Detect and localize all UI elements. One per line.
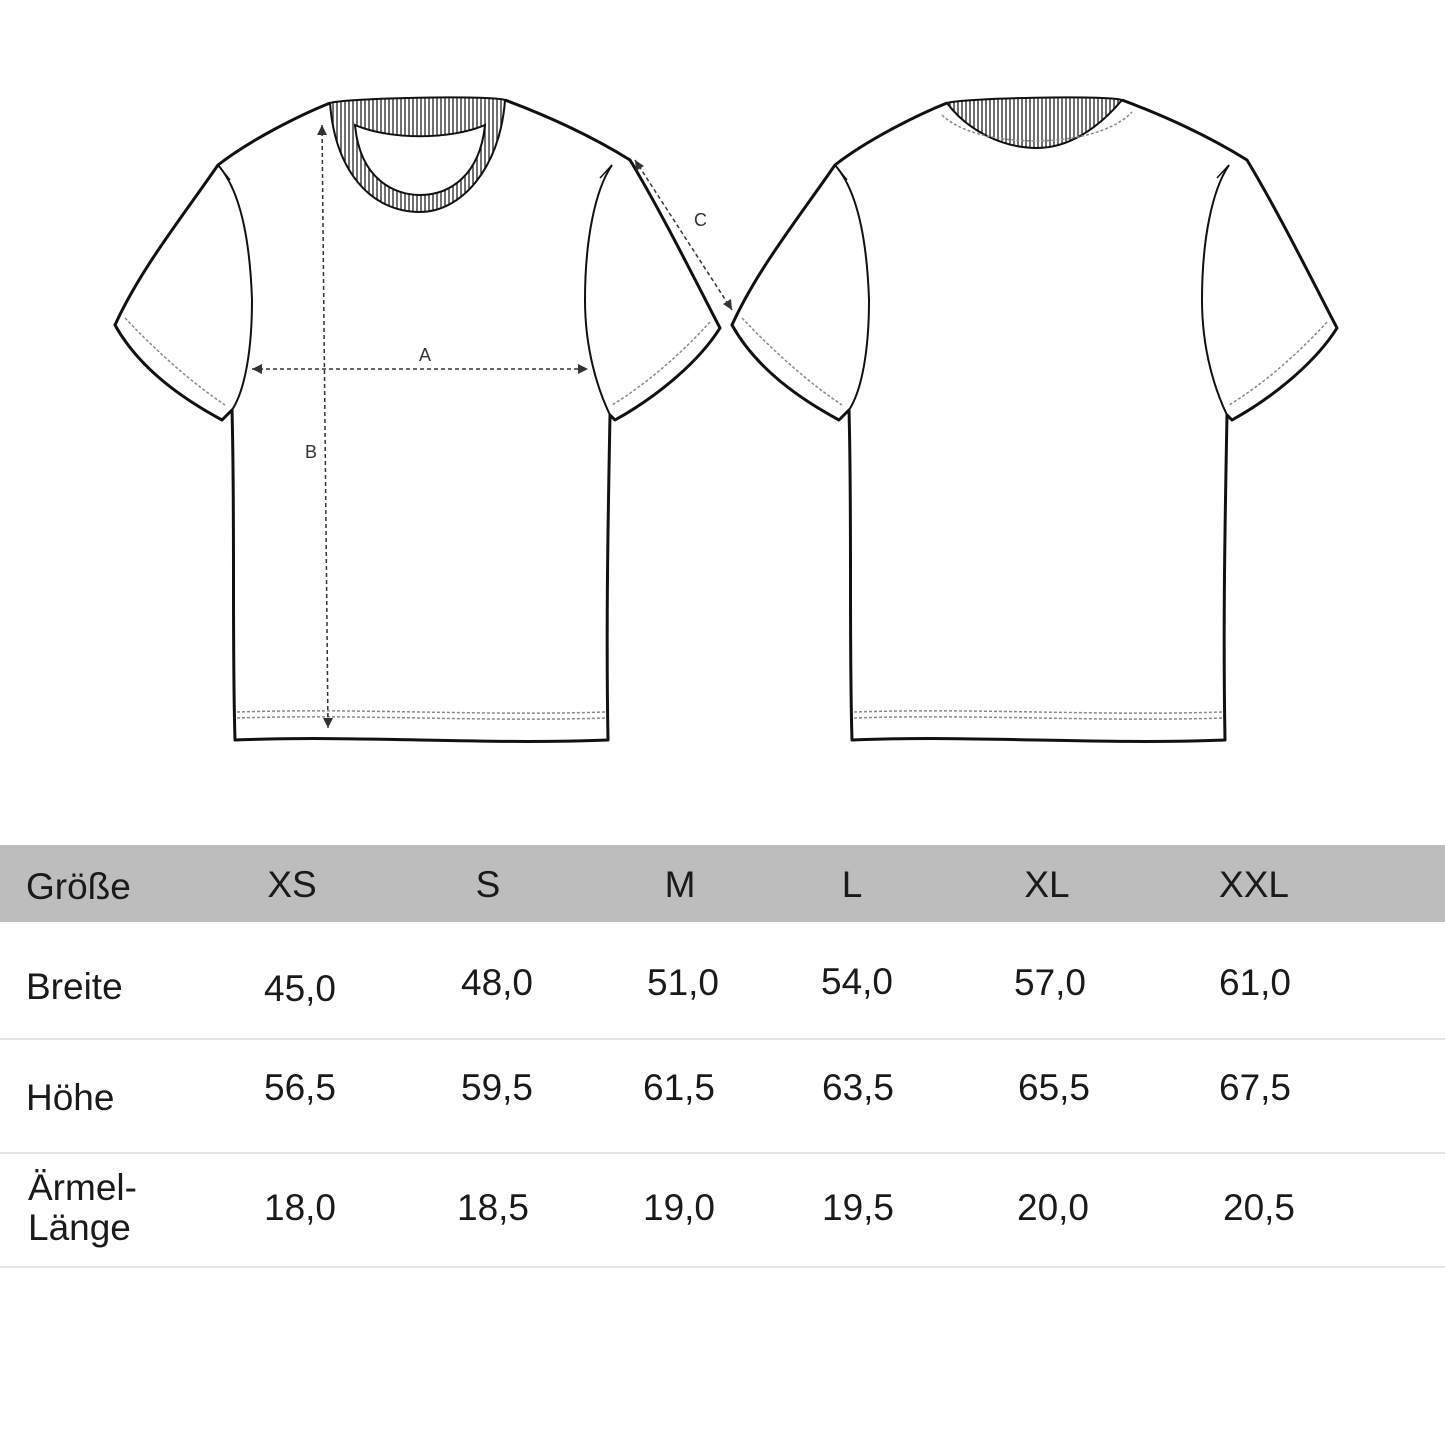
front-collar [328,96,507,214]
size-xl: XL [1024,864,1070,905]
table-row-aermellaenge: Ärmel- Länge 18,0 18,5 19,0 19,5 20,0 20… [0,1154,1445,1268]
cell: 57,0 [1013,962,1087,1003]
table-row-hoehe: Höhe 56,5 59,5 61,5 63,5 65,5 67,5 [0,1040,1445,1154]
back-view [730,96,1339,743]
cell: 18,5 [456,1187,530,1228]
size-m: M [664,864,696,905]
size-s: S [475,864,501,905]
cell: 54,0 [820,961,894,1002]
cell: 19,0 [642,1187,716,1228]
measure-c-line [634,159,733,311]
row-label-line1: Ärmel- [28,1167,137,1208]
row-label-line2: Länge [28,1207,131,1248]
cell: 59,5 [460,1067,534,1108]
cell: 19,5 [821,1187,895,1228]
label-b: B [305,442,317,462]
size-header-label: Größe [26,866,131,907]
size-header-row: Größe XS S M L XL XXL [0,845,1445,922]
cell: 20,0 [1016,1187,1090,1228]
row-label: Breite [26,966,123,1007]
cell: 56,5 [263,1067,337,1108]
size-l: L [841,864,863,905]
cell: 65,5 [1017,1067,1091,1108]
label-a: A [419,345,431,365]
cell: 45,0 [263,968,337,1009]
cell: 61,0 [1218,962,1292,1003]
row-label: Höhe [26,1077,115,1118]
measure-b-line [321,124,329,729]
cell: 67,5 [1218,1067,1292,1108]
cell: 63,5 [821,1067,895,1108]
size-xxl: XXL [1219,864,1289,905]
cell: 61,5 [642,1067,716,1108]
table-row-breite: Breite 45,0 48,0 51,0 54,0 57,0 61,0 [0,922,1445,1040]
tshirt-diagram: A B C [113,96,1339,743]
cell: 18,0 [263,1187,337,1228]
cell: 48,0 [460,962,534,1003]
size-xs: XS [267,864,317,905]
label-c: C [694,210,707,230]
cell: 51,0 [646,962,720,1003]
back-collar [945,96,1124,150]
cell: 20,5 [1222,1187,1296,1228]
front-view: A B C [113,96,733,743]
